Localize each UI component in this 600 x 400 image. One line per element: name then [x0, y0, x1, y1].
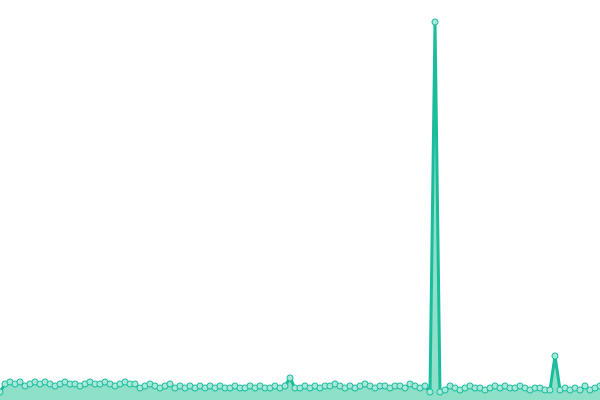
point	[281, 382, 289, 390]
point	[426, 388, 434, 396]
point	[581, 382, 589, 390]
point	[596, 382, 600, 390]
point	[131, 380, 139, 388]
point	[0, 388, 4, 396]
point	[551, 352, 559, 360]
point	[421, 382, 429, 390]
point	[286, 374, 294, 382]
point	[441, 386, 449, 394]
point	[16, 378, 24, 386]
point	[546, 386, 554, 394]
point	[166, 380, 174, 388]
point	[576, 386, 584, 394]
point	[401, 384, 409, 392]
line	[0, 20, 600, 394]
area	[0, 22, 600, 400]
point	[431, 18, 439, 26]
